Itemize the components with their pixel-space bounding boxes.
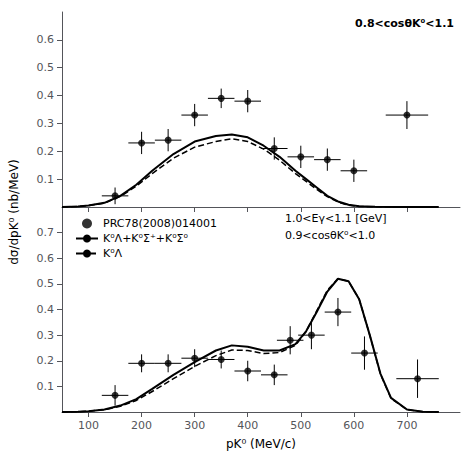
svg-text:0.5: 0.5 bbox=[37, 61, 55, 74]
svg-text:200: 200 bbox=[131, 419, 152, 432]
svg-text:0.1: 0.1 bbox=[37, 380, 55, 393]
svg-text:K⁰Λ+K⁰Σ⁺+K⁰Σ⁰: K⁰Λ+K⁰Σ⁺+K⁰Σ⁰ bbox=[103, 232, 189, 245]
svg-text:PRC78(2008)014001: PRC78(2008)014001 bbox=[103, 217, 217, 230]
svg-text:pK⁰ (MeV/c): pK⁰ (MeV/c) bbox=[226, 437, 296, 451]
svg-text:0.3: 0.3 bbox=[37, 329, 55, 342]
svg-text:K⁰Λ: K⁰Λ bbox=[103, 247, 123, 260]
svg-text:500: 500 bbox=[290, 419, 311, 432]
svg-text:300: 300 bbox=[184, 419, 205, 432]
svg-text:0.6: 0.6 bbox=[37, 33, 55, 46]
svg-text:0.4: 0.4 bbox=[37, 303, 55, 316]
svg-text:100: 100 bbox=[78, 419, 99, 432]
svg-text:0.2: 0.2 bbox=[37, 354, 55, 367]
svg-text:0.8<cosθK⁰<1.1: 0.8<cosθK⁰<1.1 bbox=[355, 17, 454, 30]
svg-text:0.1: 0.1 bbox=[37, 173, 55, 186]
svg-text:0.7: 0.7 bbox=[37, 226, 55, 239]
svg-text:700: 700 bbox=[396, 419, 417, 432]
svg-text:0.9<cosθK⁰<1.0: 0.9<cosθK⁰<1.0 bbox=[285, 229, 375, 242]
svg-text:0.5: 0.5 bbox=[37, 277, 55, 290]
svg-text:0.2: 0.2 bbox=[37, 145, 55, 158]
svg-text:600: 600 bbox=[343, 419, 364, 432]
svg-text:0.4: 0.4 bbox=[37, 89, 55, 102]
svg-text:0.6: 0.6 bbox=[37, 252, 55, 265]
svg-text:dσ/dpK⁰ (nb/MeV): dσ/dpK⁰ (nb/MeV) bbox=[7, 159, 21, 265]
svg-text:1.0<Eγ<1.1 [GeV]: 1.0<Eγ<1.1 [GeV] bbox=[285, 212, 387, 225]
svg-text:400: 400 bbox=[237, 419, 258, 432]
svg-text:0.3: 0.3 bbox=[37, 117, 55, 130]
